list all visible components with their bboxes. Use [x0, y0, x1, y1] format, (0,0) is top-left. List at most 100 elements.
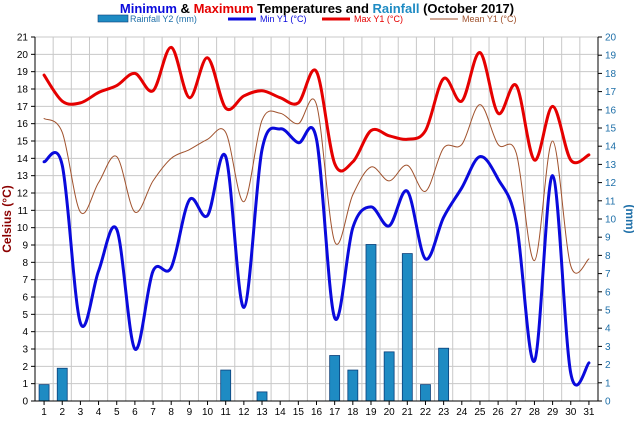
rain-bar — [347, 369, 359, 402]
left-tick-label: 20 — [17, 50, 29, 61]
right-tick-label: 5 — [605, 306, 611, 317]
rainfall-bars — [38, 244, 450, 402]
left-tick-label: 19 — [17, 67, 29, 78]
x-tick-label: 10 — [202, 407, 214, 418]
right-tick-label: 0 — [605, 397, 611, 408]
title-part-0: Minimum — [120, 1, 177, 16]
right-axis-label: (mm) — [623, 204, 634, 233]
temperature-lines — [42, 45, 591, 387]
left-tick-label: 18 — [17, 85, 29, 96]
left-tick-label: 13 — [17, 171, 29, 182]
rain-bar — [38, 384, 50, 402]
rain-bar — [56, 367, 68, 402]
right-tick-label: 8 — [605, 251, 611, 262]
right-tick-label: 18 — [605, 69, 617, 80]
rain-bar — [383, 351, 395, 402]
right-tick-label: 14 — [605, 142, 617, 153]
right-tick-label: 10 — [605, 215, 617, 226]
left-tick-label: 10 — [17, 223, 29, 234]
right-tick-label: 3 — [605, 342, 611, 353]
right-tick-label: 7 — [605, 269, 611, 280]
x-tick-label: 12 — [238, 407, 250, 418]
left-tick-label: 11 — [18, 206, 29, 217]
left-tick-label: 5 — [22, 310, 28, 321]
x-tick-label: 26 — [493, 407, 505, 418]
x-tick-label: 4 — [96, 407, 102, 418]
x-tick-label: 9 — [187, 407, 193, 418]
title-part-1: & — [177, 1, 194, 16]
x-tick-label: 6 — [132, 407, 138, 418]
series-line-max — [42, 45, 591, 173]
legend-label: Min Y1 (°C) — [260, 14, 306, 24]
right-tick-label: 17 — [605, 87, 617, 98]
x-tick-label: 24 — [456, 407, 468, 418]
rain-bar — [438, 347, 450, 402]
legend-swatch-rainfall — [97, 14, 129, 23]
grid — [34, 36, 599, 402]
x-tick-label: 14 — [275, 407, 287, 418]
left-tick-label: 7 — [22, 275, 28, 286]
x-tick-label: 20 — [384, 407, 396, 418]
x-tick-label: 17 — [329, 407, 341, 418]
legend: Rainfall Y2 (mm) Min Y1 (°C) Max Y1 (°C) Me… — [97, 14, 516, 24]
left-tick-label: 15 — [17, 137, 29, 148]
title-part-2: Maximum — [194, 1, 254, 16]
rain-bar — [256, 391, 268, 402]
rain-bar — [329, 355, 341, 402]
x-tick-label: 7 — [150, 407, 156, 418]
right-tick-label: 9 — [605, 233, 611, 244]
legend-label: Mean Y1 (°C) — [462, 14, 516, 24]
left-tick-label: 16 — [17, 119, 29, 130]
left-tick-label: 9 — [22, 241, 28, 252]
left-tick-label: 0 — [22, 397, 28, 408]
x-tick-label: 15 — [293, 407, 305, 418]
chart-title: Minimum & Maximum Temperatures and Rainf… — [120, 1, 514, 16]
x-tick-label: 2 — [59, 407, 65, 418]
x-axis-ticks: 1 2 3 4 5 6 7 8 9 10 11 12 13 14 15 16 17 18 19 20 21 22 23 24 2… — [41, 401, 595, 418]
right-tick-label: 12 — [605, 178, 617, 189]
x-tick-label: 1 — [41, 407, 47, 418]
series-line-min — [42, 126, 591, 387]
x-tick-label: 23 — [438, 407, 450, 418]
left-tick-label: 17 — [17, 102, 29, 113]
right-tick-label: 4 — [605, 324, 611, 335]
axes — [34, 37, 599, 402]
rain-bar — [220, 369, 232, 402]
rain-bar — [365, 244, 377, 402]
left-tick-label: 8 — [22, 258, 28, 269]
left-tick-label: 12 — [17, 189, 29, 200]
left-axis-label: Celsius (°C) — [0, 185, 14, 252]
x-tick-label: 29 — [547, 407, 559, 418]
right-tick-label: 20 — [605, 33, 617, 44]
right-tick-label: 16 — [605, 105, 617, 116]
right-tick-label: 6 — [605, 287, 611, 298]
left-tick-label: 4 — [22, 327, 28, 338]
right-tick-label: 1 — [605, 378, 611, 389]
x-tick-label: 13 — [256, 407, 268, 418]
x-tick-label: 22 — [420, 407, 432, 418]
x-tick-label: 28 — [529, 407, 541, 418]
x-tick-label: 19 — [365, 407, 377, 418]
title-part-5: (October 2017) — [419, 1, 514, 16]
x-tick-label: 30 — [565, 407, 577, 418]
left-tick-label: 14 — [17, 154, 29, 165]
x-tick-label: 21 — [402, 407, 414, 418]
right-tick-label: 19 — [605, 51, 617, 62]
series-line-mean — [43, 98, 590, 274]
right-tick-label: 15 — [605, 124, 617, 135]
legend-label: Rainfall Y2 (mm) — [130, 14, 197, 24]
x-tick-label: 27 — [511, 407, 523, 418]
x-tick-label: 5 — [114, 407, 120, 418]
x-tick-label: 18 — [347, 407, 359, 418]
left-tick-label: 3 — [22, 345, 28, 356]
left-tick-label: 21 — [17, 33, 29, 44]
right-tick-label: 11 — [605, 196, 616, 207]
x-tick-label: 25 — [474, 407, 486, 418]
rain-bar — [420, 384, 431, 402]
right-tick-label: 13 — [605, 160, 617, 171]
title-part-4: Rainfall — [373, 1, 420, 16]
rain-bar — [401, 253, 413, 402]
